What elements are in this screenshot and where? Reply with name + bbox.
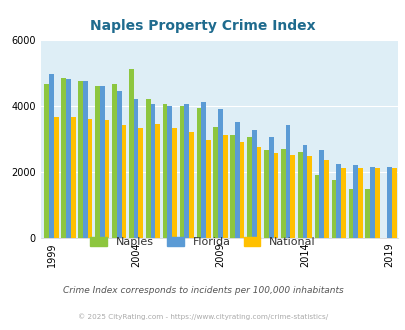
Bar: [196, 108, 201, 238]
Bar: [256, 147, 261, 238]
Bar: [189, 132, 193, 238]
Bar: [117, 91, 121, 238]
Bar: [201, 102, 205, 238]
Bar: [61, 78, 66, 238]
Bar: [336, 164, 340, 238]
Bar: [352, 165, 357, 238]
Text: © 2025 CityRating.com - https://www.cityrating.com/crime-statistics/: © 2025 CityRating.com - https://www.city…: [78, 314, 327, 320]
Bar: [167, 106, 172, 238]
Bar: [357, 168, 362, 238]
Bar: [205, 140, 210, 238]
Text: Crime Index corresponds to incidents per 100,000 inhabitants: Crime Index corresponds to incidents per…: [62, 286, 343, 295]
Legend: Naples, Florida, National: Naples, Florida, National: [85, 233, 320, 252]
Bar: [252, 130, 256, 238]
Bar: [121, 125, 126, 238]
Bar: [179, 106, 184, 238]
Bar: [273, 153, 277, 238]
Bar: [54, 117, 59, 238]
Bar: [78, 81, 83, 238]
Bar: [45, 84, 49, 238]
Bar: [155, 124, 160, 238]
Bar: [348, 189, 352, 238]
Bar: [391, 168, 396, 238]
Bar: [138, 128, 143, 238]
Bar: [112, 84, 117, 238]
Bar: [213, 127, 217, 238]
Bar: [162, 104, 167, 238]
Bar: [247, 137, 252, 238]
Text: Naples Property Crime Index: Naples Property Crime Index: [90, 19, 315, 33]
Bar: [302, 145, 307, 238]
Bar: [369, 167, 374, 238]
Bar: [87, 119, 92, 238]
Bar: [95, 86, 100, 238]
Bar: [150, 104, 155, 238]
Bar: [230, 135, 234, 238]
Bar: [364, 189, 369, 238]
Bar: [290, 155, 294, 238]
Bar: [263, 150, 268, 238]
Bar: [314, 175, 319, 238]
Bar: [285, 125, 290, 238]
Bar: [268, 137, 273, 238]
Bar: [184, 104, 189, 238]
Bar: [280, 148, 285, 238]
Bar: [133, 99, 138, 238]
Bar: [307, 156, 311, 238]
Bar: [129, 69, 133, 238]
Bar: [217, 109, 222, 238]
Bar: [145, 99, 150, 238]
Bar: [239, 142, 244, 238]
Bar: [297, 152, 302, 238]
Bar: [66, 79, 70, 238]
Bar: [83, 81, 87, 238]
Bar: [386, 167, 391, 238]
Bar: [331, 180, 336, 238]
Bar: [100, 86, 104, 238]
Bar: [234, 122, 239, 238]
Bar: [374, 168, 379, 238]
Bar: [319, 150, 324, 238]
Bar: [172, 128, 177, 238]
Bar: [70, 117, 75, 238]
Bar: [49, 74, 54, 238]
Bar: [104, 120, 109, 238]
Bar: [222, 135, 227, 238]
Bar: [340, 168, 345, 238]
Bar: [324, 160, 328, 238]
